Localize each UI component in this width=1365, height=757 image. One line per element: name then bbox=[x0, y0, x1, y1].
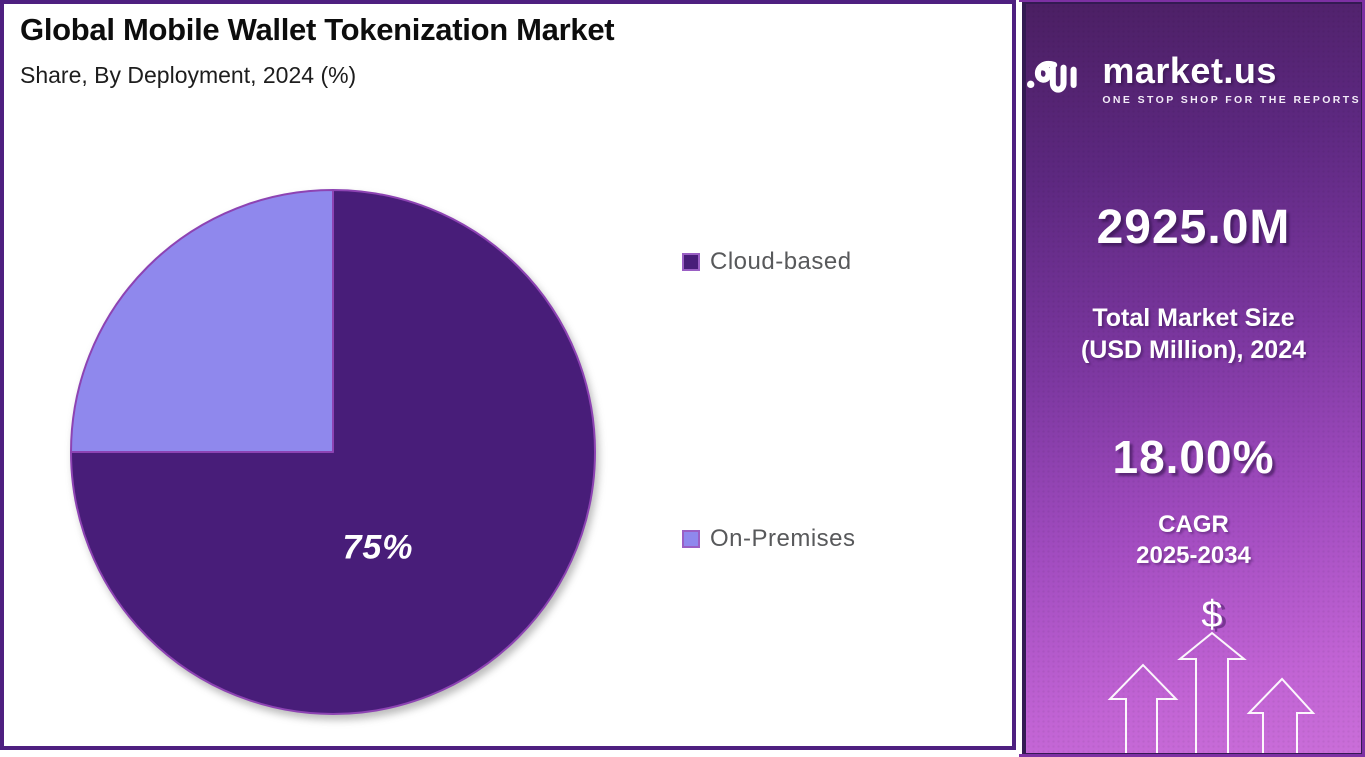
legend-label: Cloud-based bbox=[710, 248, 852, 275]
sidebar-bottom-border bbox=[1019, 754, 1365, 757]
market-size-label-line1: Total Market Size bbox=[1092, 304, 1295, 332]
growth-arrows-icon bbox=[1107, 631, 1316, 753]
brand-sidebar: market.us ONE STOP SHOP FOR THE REPORTS … bbox=[1022, 0, 1365, 757]
pie-chart bbox=[53, 172, 613, 732]
sidebar-top-border bbox=[1019, 0, 1365, 2]
cagr-label-line2: 2025-2034 bbox=[1136, 541, 1251, 569]
brand-logo[interactable]: market.us ONE STOP SHOP FOR THE REPORTS bbox=[1026, 48, 1361, 110]
market-size-label-line2: (USD Million), 2024 bbox=[1080, 336, 1307, 364]
legend-item-on-premises[interactable]: On-Premises bbox=[682, 525, 856, 553]
pie-slice-on-premises[interactable] bbox=[70, 189, 334, 453]
legend-label: On-Premises bbox=[710, 525, 856, 552]
market-size-value: 2925.0M bbox=[1096, 201, 1291, 254]
pie-slice-cloud-based[interactable] bbox=[70, 189, 596, 715]
cagr-label-line1: CAGR bbox=[1158, 511, 1229, 538]
cagr-label: CAGR 2025-2034 bbox=[1026, 510, 1361, 571]
brand-name: market.us bbox=[1102, 49, 1277, 91]
logo-text: market.us ONE STOP SHOP FOR THE REPORTS bbox=[1102, 49, 1361, 106]
sidebar-right-border bbox=[1362, 0, 1365, 757]
page-title: Global Mobile Wallet Tokenization Market bbox=[20, 12, 615, 47]
pie-svg bbox=[70, 189, 596, 715]
legend-swatch-on-premises-icon bbox=[682, 530, 700, 548]
market-size-label: Total Market Size (USD Million), 2024 bbox=[1026, 302, 1361, 366]
page-subtitle: Share, By Deployment, 2024 (%) bbox=[20, 62, 357, 88]
pie-percentage-label: 75% bbox=[342, 528, 414, 567]
chart-panel: Global Mobile Wallet Tokenization Market… bbox=[0, 0, 1016, 750]
dollar-icon: $ bbox=[1201, 594, 1223, 636]
legend-item-cloud-based[interactable]: Cloud-based bbox=[682, 248, 852, 276]
market-us-logo-icon bbox=[1027, 61, 1077, 93]
cagr-value: 18.00% bbox=[1112, 431, 1275, 483]
brand-tagline: ONE STOP SHOP FOR THE REPORTS bbox=[1102, 93, 1361, 106]
legend-swatch-cloud-based-icon bbox=[682, 253, 700, 271]
